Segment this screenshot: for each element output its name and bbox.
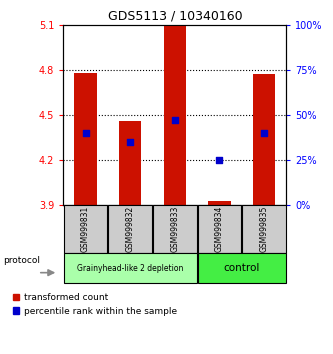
Legend: transformed count, percentile rank within the sample: transformed count, percentile rank withi… (11, 291, 179, 318)
Text: protocol: protocol (3, 256, 40, 265)
Bar (164, 26, 186, 205)
Bar (64, 205, 108, 253)
Point (261, 130, 267, 136)
Bar (108, 205, 152, 253)
Text: GSM999834: GSM999834 (215, 206, 224, 252)
Text: GSM999835: GSM999835 (259, 206, 269, 252)
Bar (119, 121, 142, 205)
Text: control: control (223, 263, 260, 273)
Point (83, 130, 88, 136)
Bar (253, 74, 275, 205)
Point (128, 139, 133, 145)
Title: GDS5113 / 10340160: GDS5113 / 10340160 (108, 9, 242, 22)
Point (217, 157, 222, 163)
Text: GSM999832: GSM999832 (126, 206, 135, 252)
Text: GSM999833: GSM999833 (170, 206, 179, 252)
Bar (64, 253, 197, 283)
Point (172, 118, 177, 123)
Bar (208, 201, 231, 205)
Text: Grainyhead-like 2 depletion: Grainyhead-like 2 depletion (77, 264, 183, 273)
Text: GSM999831: GSM999831 (81, 206, 90, 252)
Bar (153, 205, 197, 253)
Bar (75, 73, 97, 205)
Bar (242, 205, 286, 253)
Bar (197, 253, 286, 283)
Bar (197, 205, 241, 253)
